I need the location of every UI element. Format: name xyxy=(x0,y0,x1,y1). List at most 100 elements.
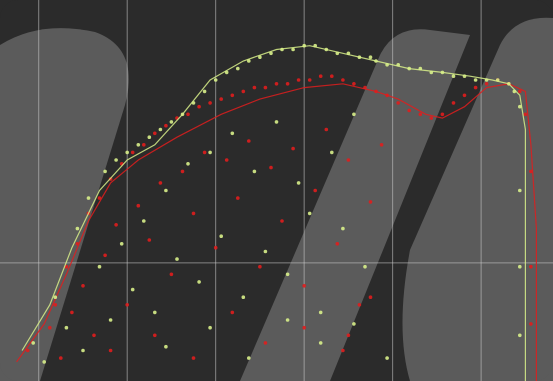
data-point xyxy=(147,135,152,139)
data-point xyxy=(59,356,63,360)
data-point xyxy=(153,131,157,136)
data-point xyxy=(236,66,240,71)
data-point xyxy=(191,356,196,360)
data-point xyxy=(158,181,163,185)
data-point xyxy=(374,89,378,94)
data-point xyxy=(219,234,223,238)
data-point xyxy=(274,82,279,86)
data-point xyxy=(507,82,511,86)
data-point xyxy=(86,196,91,200)
watermark-right-shape xyxy=(402,17,553,381)
data-point xyxy=(197,280,201,284)
data-point xyxy=(252,85,257,90)
data-point xyxy=(42,360,46,364)
data-point xyxy=(269,165,273,170)
data-point xyxy=(318,341,323,345)
data-point xyxy=(374,59,378,63)
data-point xyxy=(341,226,345,231)
data-point xyxy=(236,196,240,200)
data-point xyxy=(307,211,312,216)
data-point xyxy=(169,120,174,124)
data-point xyxy=(512,89,517,94)
data-point xyxy=(164,188,168,193)
data-point xyxy=(451,101,456,105)
data-point xyxy=(191,211,196,216)
data-point xyxy=(285,82,290,86)
data-point xyxy=(341,348,345,353)
data-point xyxy=(247,59,251,63)
data-point xyxy=(125,303,129,307)
series-layer xyxy=(16,43,537,381)
data-point xyxy=(429,70,434,75)
series-1 xyxy=(21,43,526,381)
data-point xyxy=(269,51,273,56)
data-point xyxy=(274,120,279,124)
data-point xyxy=(224,70,229,75)
data-point xyxy=(363,264,367,269)
data-point xyxy=(346,333,351,338)
data-point xyxy=(313,188,318,193)
data-point xyxy=(407,108,412,113)
data-point xyxy=(473,85,478,90)
data-point xyxy=(119,242,124,246)
data-point xyxy=(302,43,307,48)
data-point xyxy=(263,85,268,90)
data-point xyxy=(130,287,135,292)
data-point xyxy=(258,55,262,59)
data-point xyxy=(495,78,500,82)
data-point xyxy=(368,295,373,300)
data-point xyxy=(280,47,284,52)
data-point xyxy=(363,85,367,90)
data-point xyxy=(75,242,80,246)
data-point xyxy=(142,219,146,223)
data-point xyxy=(518,264,522,269)
data-point xyxy=(451,74,456,78)
data-point xyxy=(285,272,290,277)
data-point xyxy=(114,223,118,227)
data-point xyxy=(330,74,334,78)
data-point xyxy=(219,97,223,101)
data-point xyxy=(213,78,218,82)
data-point xyxy=(396,63,401,67)
data-point xyxy=(291,47,295,52)
data-point xyxy=(241,89,246,94)
data-point xyxy=(462,74,467,78)
watermark-shapes xyxy=(0,17,553,381)
data-point xyxy=(158,127,163,132)
data-point xyxy=(81,284,85,288)
data-point xyxy=(53,303,58,307)
data-point xyxy=(169,272,174,277)
data-point xyxy=(230,310,235,315)
data-point xyxy=(48,325,52,330)
data-point xyxy=(291,146,295,151)
data-point xyxy=(197,104,201,109)
data-point xyxy=(186,112,190,117)
data-point xyxy=(385,63,389,67)
data-point xyxy=(484,78,489,82)
data-point xyxy=(518,104,522,109)
data-point xyxy=(108,318,113,322)
data-point xyxy=(97,264,102,269)
data-point xyxy=(175,257,179,261)
data-point xyxy=(523,112,528,117)
data-point xyxy=(180,169,185,174)
data-point xyxy=(335,51,340,56)
data-point xyxy=(247,356,251,360)
data-point xyxy=(136,143,141,147)
data-point xyxy=(180,112,185,117)
data-point xyxy=(164,123,168,128)
data-point xyxy=(440,70,445,75)
data-point xyxy=(136,203,141,208)
data-point xyxy=(247,139,251,143)
data-point xyxy=(202,150,207,155)
data-point xyxy=(313,43,318,48)
series-0 xyxy=(16,74,537,381)
data-point xyxy=(307,78,312,82)
data-point xyxy=(53,295,58,300)
data-point xyxy=(352,82,356,86)
data-point xyxy=(142,143,146,147)
data-point xyxy=(385,93,389,98)
data-point xyxy=(97,196,102,200)
